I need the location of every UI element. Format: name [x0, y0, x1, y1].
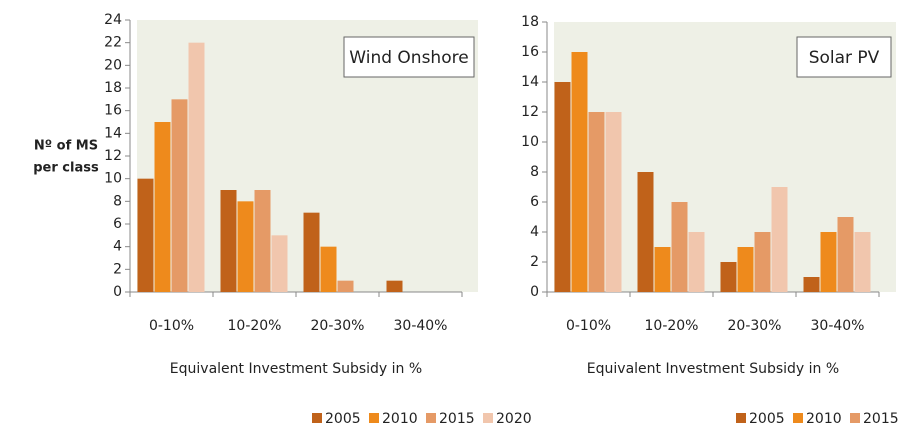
x-tick-label: 10-20%	[645, 318, 699, 334]
legend-swatch	[483, 413, 493, 423]
y-tick-label: 2	[530, 254, 539, 270]
bar	[605, 112, 622, 292]
bar	[688, 232, 705, 292]
y-tick-label: 14	[104, 125, 122, 141]
y-tick-label: 14	[521, 74, 539, 90]
x-tick-label: 20-30%	[728, 318, 782, 334]
y-tick-label: 20	[104, 57, 122, 73]
legend-swatch	[736, 413, 746, 423]
legend-label: 2005	[325, 411, 361, 427]
y-tick-label: 22	[104, 35, 122, 51]
x-tick-label: 20-30%	[311, 318, 365, 334]
bar	[854, 232, 871, 292]
x-axis-label: Equivalent Investment Subsidy in %	[587, 361, 839, 377]
bar	[737, 247, 754, 292]
y-tick-label: 2	[113, 261, 122, 277]
y-tick-label: 18	[521, 14, 539, 30]
bar	[571, 52, 588, 292]
y-tick-label: 24	[104, 12, 122, 28]
y-tick-label: 4	[530, 224, 539, 240]
bar	[320, 246, 337, 292]
y-tick-label: 18	[104, 80, 122, 96]
y-tick-label: 16	[104, 103, 122, 119]
title-box	[343, 36, 475, 78]
y-tick-label: 16	[521, 44, 539, 60]
y-tick-label: 4	[113, 239, 122, 255]
bar	[271, 235, 288, 292]
bar	[188, 42, 205, 292]
bar	[671, 202, 688, 292]
bar	[137, 178, 154, 292]
y-tick-label: 8	[530, 164, 539, 180]
legend-swatch	[369, 413, 379, 423]
legend-label: 2015	[439, 411, 475, 427]
bar	[303, 212, 320, 292]
x-tick-label: 0-10%	[149, 318, 194, 334]
y-tick-label: 8	[113, 193, 122, 209]
y-tick-label: 6	[530, 194, 539, 210]
bar	[720, 262, 737, 292]
legend-label: 2005	[749, 411, 785, 427]
legend-label: 2020	[496, 411, 532, 427]
legend-swatch	[312, 413, 322, 423]
bar	[754, 232, 771, 292]
x-tick-label: 0-10%	[566, 318, 611, 334]
y-tick-label: 12	[521, 104, 539, 120]
y-tick-label: 0	[113, 284, 122, 300]
bar	[654, 247, 671, 292]
bar	[171, 99, 188, 292]
x-tick-label: 30-40%	[811, 318, 865, 334]
x-tick-label: 30-40%	[394, 318, 448, 334]
bar	[771, 187, 788, 292]
bar	[254, 190, 271, 292]
bar	[588, 112, 605, 292]
bar	[154, 122, 171, 292]
bar	[837, 217, 854, 292]
bar	[337, 280, 354, 292]
bar	[386, 280, 403, 292]
y-axis-label: Nº of MS	[34, 139, 98, 154]
legend-swatch	[850, 413, 860, 423]
chart-title: Solar PV	[809, 48, 880, 68]
y-axis-label: per class	[33, 161, 99, 176]
legend-swatch	[426, 413, 436, 423]
bar	[237, 201, 254, 292]
bar	[220, 190, 237, 292]
legend-label: 2010	[382, 411, 418, 427]
bar	[820, 232, 837, 292]
y-tick-label: 0	[530, 284, 539, 300]
legend-label: 2015	[863, 411, 899, 427]
bar	[637, 172, 654, 292]
x-axis-label: Equivalent Investment Subsidy in %	[170, 361, 422, 377]
bar	[554, 82, 571, 292]
y-tick-label: 12	[104, 148, 122, 164]
legend-label: 2010	[806, 411, 842, 427]
bar	[803, 277, 820, 292]
y-tick-label: 10	[521, 134, 539, 150]
title-box	[796, 36, 892, 78]
y-tick-label: 6	[113, 216, 122, 232]
legend-swatch	[793, 413, 803, 423]
chart-title: Wind Onshore	[349, 48, 468, 68]
x-tick-label: 10-20%	[228, 318, 282, 334]
y-tick-label: 10	[104, 171, 122, 187]
